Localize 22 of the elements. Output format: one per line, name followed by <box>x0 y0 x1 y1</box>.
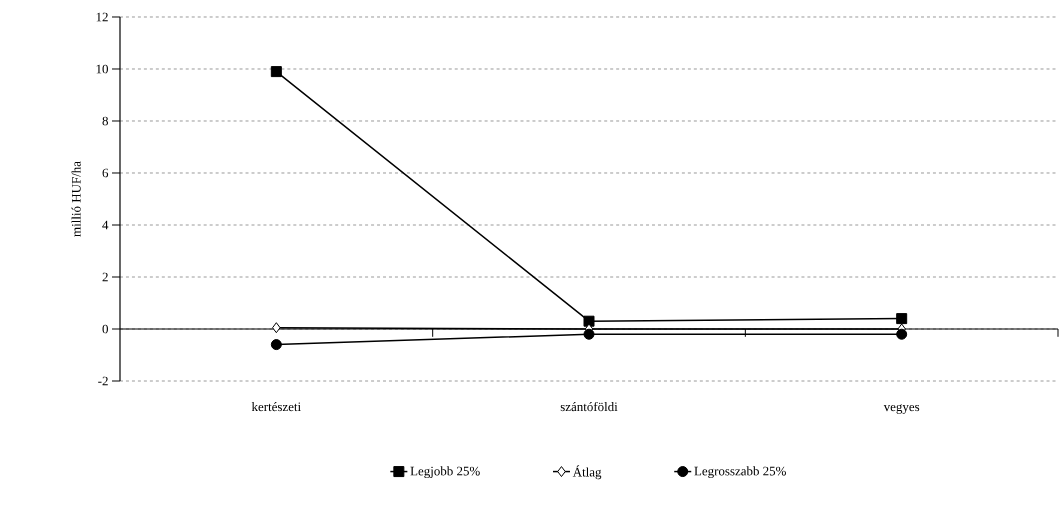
legend-label: Legrosszabb 25% <box>694 466 786 479</box>
legend-label: Legjobb 25% <box>410 466 480 479</box>
y-tick-label: 12 <box>96 12 108 22</box>
point <box>896 328 908 340</box>
point <box>270 339 282 351</box>
point <box>270 66 282 78</box>
y-tick-label: 4 <box>102 220 109 230</box>
y-tick-label: -2 <box>98 376 108 386</box>
x-tick-label: vegyes <box>883 404 920 414</box>
point <box>896 313 908 325</box>
legend-label: Átlag <box>572 465 602 480</box>
y-tick-label: 10 <box>96 64 108 74</box>
y-tick-label: 8 <box>102 116 108 126</box>
y-tick-label: 6 <box>102 168 109 178</box>
point <box>583 328 595 340</box>
y-tick-label: 0 <box>102 324 108 334</box>
point <box>272 322 281 334</box>
point <box>583 315 595 327</box>
x-tick-label: szántóföldi <box>560 401 618 412</box>
y-axis-title: millió HUF/ha <box>71 161 81 237</box>
x-tick-label: kertészeti <box>251 402 301 412</box>
y-tick-label: 2 <box>102 272 108 282</box>
